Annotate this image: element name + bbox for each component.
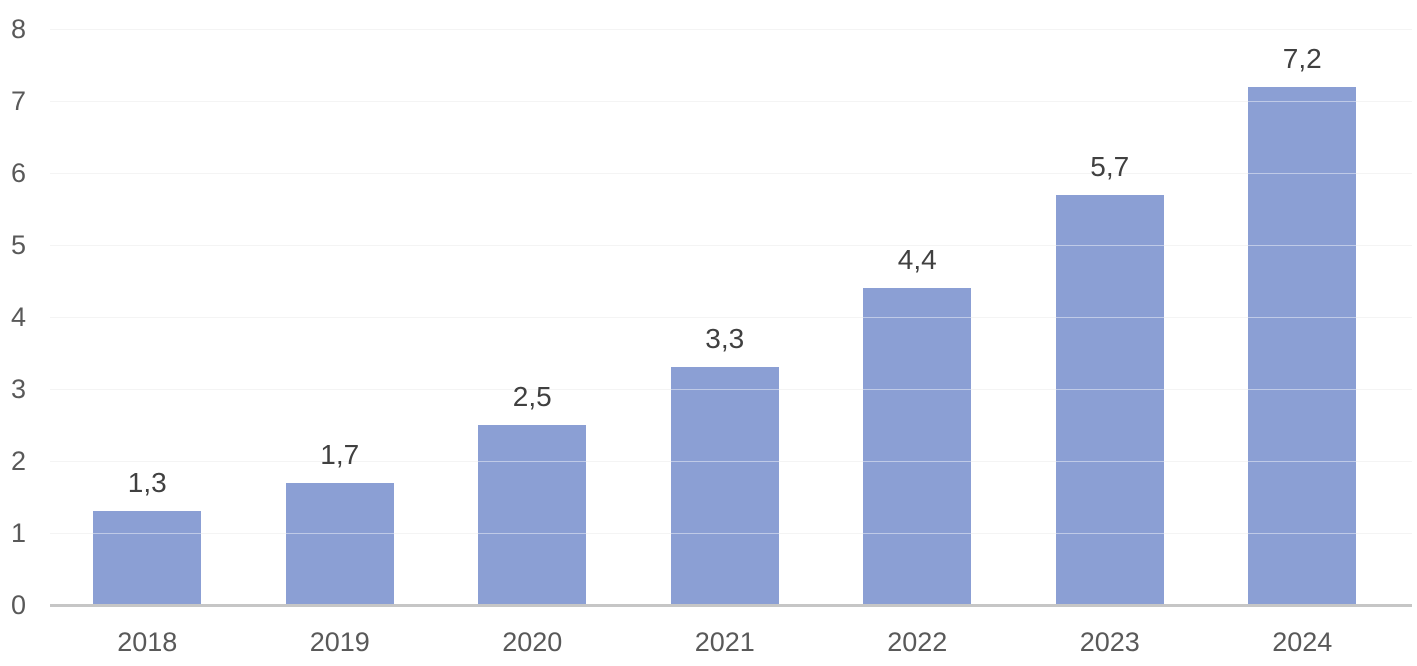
bar-2020 xyxy=(478,425,587,605)
gridline-y-6 xyxy=(50,173,1412,174)
y-tick-label-6: 6 xyxy=(10,158,26,188)
y-tick-label-7: 7 xyxy=(10,86,26,116)
y-tick-label-0: 0 xyxy=(10,590,26,620)
data-label-2021: 3,3 xyxy=(705,323,745,355)
gridline-y-5 xyxy=(50,245,1412,246)
y-tick-label-2: 2 xyxy=(10,446,26,476)
data-label-2019: 1,7 xyxy=(320,438,360,470)
gridline-overlay-y-6 xyxy=(50,173,1412,174)
bar-2022 xyxy=(863,288,972,605)
y-tick-label-3: 3 xyxy=(10,374,26,404)
gridline-overlay-y-8 xyxy=(50,29,1412,30)
gridline-y-7 xyxy=(50,101,1412,102)
x-tick-label-2023: 2023 xyxy=(1079,627,1140,657)
x-tick-label-2019: 2019 xyxy=(309,627,370,657)
bar-2024 xyxy=(1248,86,1357,605)
bar-2018 xyxy=(93,511,202,605)
bar-2023 xyxy=(1055,194,1164,605)
data-label-2023: 5,7 xyxy=(1090,150,1130,182)
gridline-y-4 xyxy=(50,317,1412,318)
data-label-2024: 7,2 xyxy=(1282,42,1322,74)
y-tick-label-1: 1 xyxy=(10,518,26,548)
x-tick-label-2021: 2021 xyxy=(694,627,755,657)
gridline-y-8 xyxy=(50,29,1412,30)
x-tick-label-2020: 2020 xyxy=(502,627,563,657)
data-label-2022: 4,4 xyxy=(897,244,937,276)
bar-2019 xyxy=(285,482,394,605)
y-tick-label-8: 8 xyxy=(10,14,26,44)
x-tick-label-2022: 2022 xyxy=(887,627,948,657)
gridline-overlay-y-4 xyxy=(50,317,1412,318)
gridline-overlay-y-7 xyxy=(50,101,1412,102)
bar-2021 xyxy=(670,367,779,605)
y-tick-label-4: 4 xyxy=(10,302,26,332)
gridline-overlay-y-5 xyxy=(50,245,1412,246)
x-tick-label-2024: 2024 xyxy=(1272,627,1333,657)
y-tick-label-5: 5 xyxy=(10,230,26,260)
data-label-2018: 1,3 xyxy=(127,467,167,499)
data-label-2020: 2,5 xyxy=(512,381,552,412)
x-tick-label-2018: 2018 xyxy=(117,627,178,657)
x-axis-line xyxy=(50,604,1412,607)
